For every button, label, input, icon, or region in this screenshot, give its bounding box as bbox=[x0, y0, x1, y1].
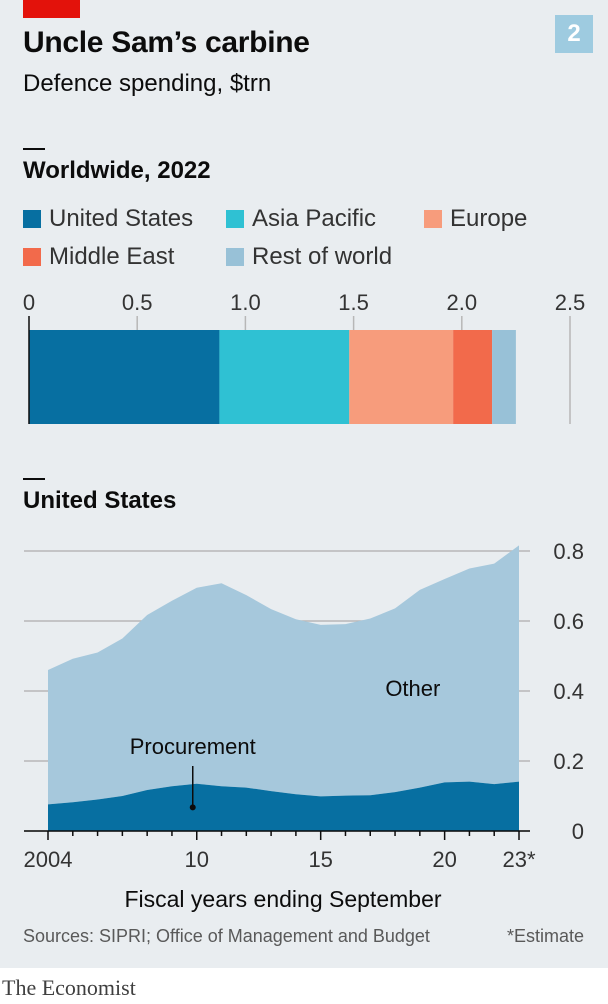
tick-label-x-23: 23* bbox=[502, 847, 535, 872]
annotation-other-label: Other bbox=[385, 676, 440, 701]
tick-label-x-1-0: 1.0 bbox=[230, 290, 261, 315]
tick-label-x-0: 0 bbox=[23, 290, 35, 315]
legend-swatch-middle-east bbox=[23, 248, 41, 266]
tick-label-x-0-5: 0.5 bbox=[122, 290, 153, 315]
chart-title: Uncle Sam’s carbine bbox=[23, 26, 310, 59]
chart-number-badge: 2 bbox=[555, 15, 593, 53]
section-title-united-states: United States bbox=[23, 487, 177, 514]
tick-label-y-0-8: 0.8 bbox=[553, 539, 584, 564]
worldwide-bar-chart: 0 0.5 1.0 1.5 2.0 2.5 bbox=[23, 290, 586, 424]
bar-segment-europe bbox=[349, 330, 454, 424]
estimate-note: *Estimate bbox=[506, 926, 584, 946]
legend-swatch-united-states bbox=[23, 210, 41, 228]
legend-label-asia-pacific: Asia Pacific bbox=[252, 205, 377, 232]
section-title-worldwide: Worldwide, 2022 bbox=[23, 157, 211, 184]
section-rule-worldwide bbox=[23, 148, 45, 150]
legend-label-europe: Europe bbox=[450, 205, 528, 232]
chart-panel: Uncle Sam’s carbine Defence spending, $t… bbox=[0, 0, 608, 968]
legend-label-middle-east: Middle East bbox=[49, 243, 175, 270]
source-note: Sources: SIPRI; Office of Management and… bbox=[23, 926, 430, 946]
chart-subtitle: Defence spending, $trn bbox=[23, 70, 272, 97]
legend-swatch-asia-pacific bbox=[226, 210, 244, 228]
tick-label-y-0: 0 bbox=[572, 819, 584, 844]
brand-red-tag bbox=[23, 0, 80, 18]
tick-label-x-1-5: 1.5 bbox=[338, 290, 369, 315]
tick-label-x-2-5: 2.5 bbox=[555, 290, 586, 315]
legend-swatch-europe bbox=[424, 210, 442, 228]
tick-label-y-0-2: 0.2 bbox=[553, 749, 584, 774]
area-series-procurement bbox=[48, 781, 519, 831]
bar-segment-middle-east bbox=[453, 330, 493, 424]
x-axis-title: Fiscal years ending September bbox=[124, 886, 441, 912]
legend-label-rest-of-world: Rest of world bbox=[252, 243, 393, 270]
annotation-procurement-label: Procurement bbox=[130, 734, 256, 759]
legend-label-united-states: United States bbox=[49, 205, 194, 232]
tick-label-x-15: 15 bbox=[308, 847, 332, 872]
united-states-area-chart: 0 0.2 0.4 0.6 0.8 2004 10 15 20 23* Fiscal years e… bbox=[24, 539, 584, 912]
bar-segment-rest-of-world bbox=[492, 330, 516, 424]
bar-segment-asia-pacific bbox=[219, 330, 350, 424]
tick-label-x-2-0: 2.0 bbox=[447, 290, 478, 315]
tick-label-x-10: 10 bbox=[184, 847, 208, 872]
tick-label-y-0-4: 0.4 bbox=[553, 679, 584, 704]
annotation-procurement-dot bbox=[189, 804, 196, 811]
tick-label-x-20: 20 bbox=[432, 847, 456, 872]
legend-swatch-rest-of-world bbox=[226, 248, 244, 266]
economist-logo: The Economist bbox=[2, 975, 136, 1000]
tick-label-x-2004: 2004 bbox=[24, 847, 73, 872]
bar-segment-united-states bbox=[29, 330, 220, 424]
section-rule-united-states bbox=[23, 478, 45, 480]
tick-label-y-0-6: 0.6 bbox=[553, 609, 584, 634]
area-series-other bbox=[48, 545, 519, 805]
